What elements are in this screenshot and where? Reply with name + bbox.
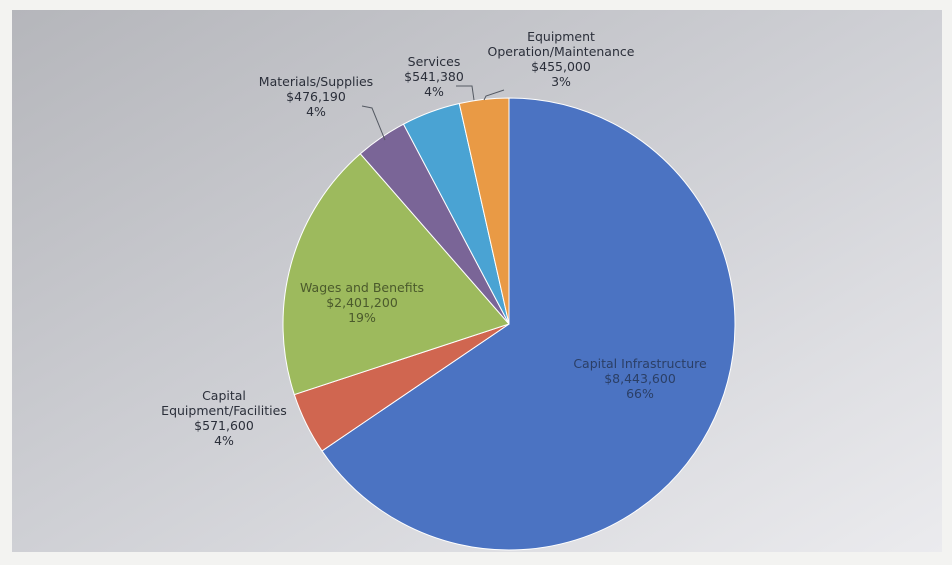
- slice-name-line: Capital Infrastructure: [573, 356, 707, 371]
- slice-name-line: Materials/Supplies: [259, 74, 373, 89]
- slice-label-1: Capital Equipment/Facilities $571,600 4%: [161, 388, 287, 448]
- slice-name-line: Capital: [202, 388, 246, 403]
- slice-name-line: Services: [408, 54, 461, 69]
- slice-amount: $476,190: [286, 89, 346, 104]
- slice-percent: 4%: [214, 433, 234, 448]
- slice-amount: $455,000: [531, 59, 591, 74]
- slice-name-line: Wages and Benefits: [300, 280, 424, 295]
- slice-label-4: Services $541,380 4%: [404, 54, 464, 99]
- slice-amount: $2,401,200: [326, 295, 398, 310]
- slice-percent: 4%: [306, 104, 326, 119]
- slice-percent: 19%: [348, 310, 376, 325]
- slice-amount: $8,443,600: [604, 371, 676, 386]
- slice-percent: 66%: [626, 386, 654, 401]
- slice-amount: $541,380: [404, 69, 464, 84]
- leader-line-5: [483, 89, 505, 101]
- pie-slice-2: [282, 153, 510, 396]
- leader-line-4: [456, 85, 475, 101]
- slice-name-line: Equipment/Facilities: [161, 403, 287, 418]
- slice-label-0: Capital Infrastructure $8,443,600 66%: [573, 356, 707, 401]
- slice-percent: 4%: [424, 84, 444, 99]
- slice-percent: 3%: [551, 74, 571, 89]
- slice-name-line: Operation/Maintenance: [488, 44, 635, 59]
- slice-label-3: Materials/Supplies $476,190 4%: [259, 74, 373, 119]
- slice-label-5: Equipment Operation/Maintenance $455,000 3%: [488, 29, 635, 89]
- slice-name-line: Equipment: [527, 29, 595, 44]
- slice-label-2: Wages and Benefits $2,401,200 19%: [300, 280, 424, 325]
- leader-line-3: [361, 105, 386, 141]
- slice-amount: $571,600: [194, 418, 254, 433]
- pie-slice-0: [321, 97, 736, 551]
